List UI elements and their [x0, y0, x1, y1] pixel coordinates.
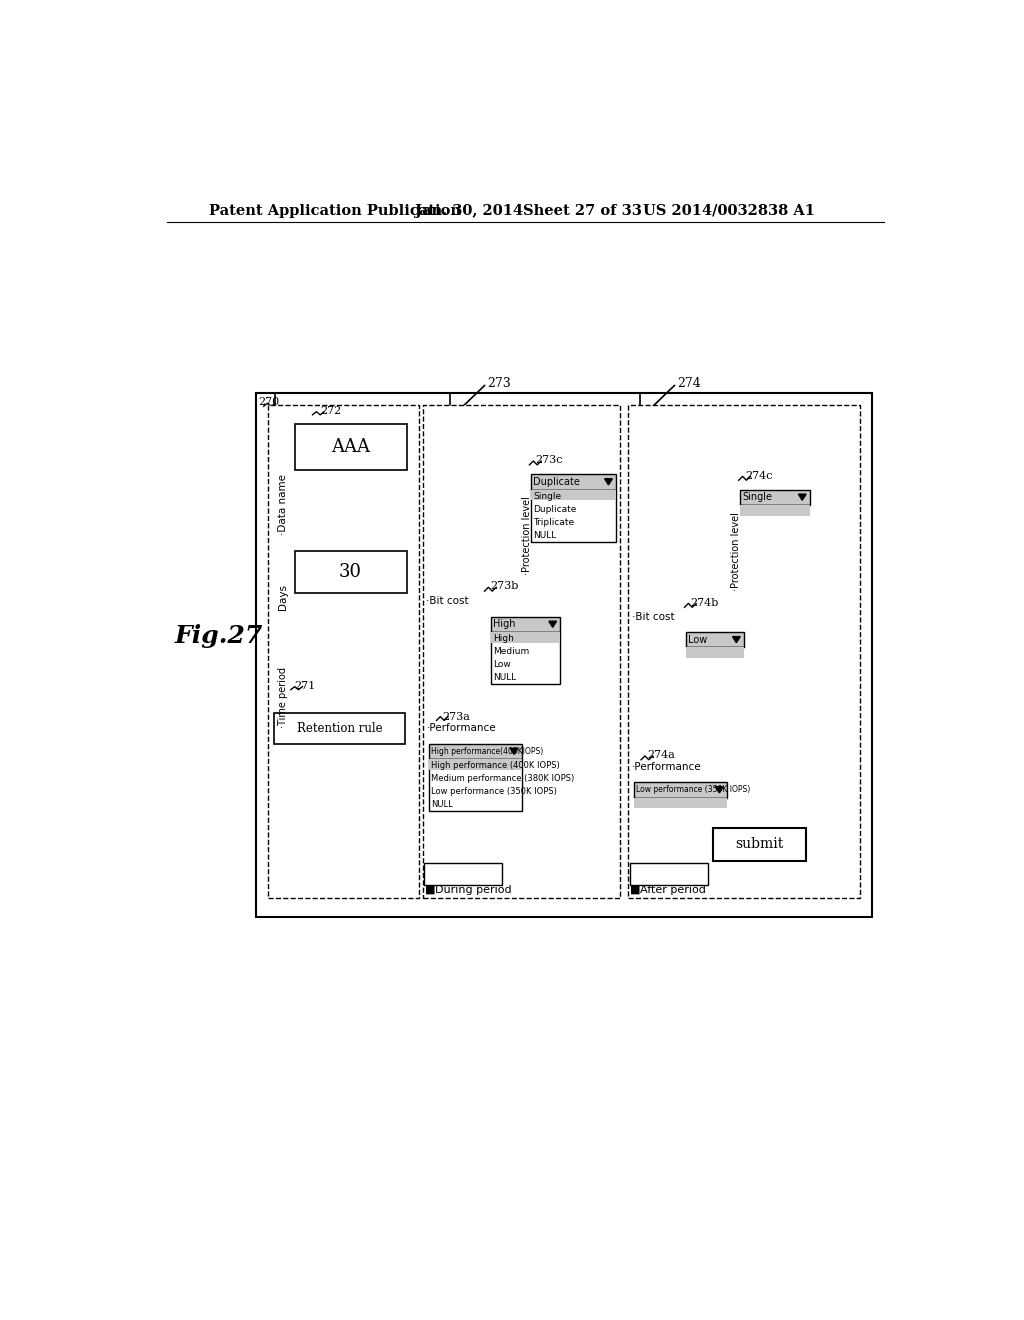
- FancyBboxPatch shape: [256, 393, 872, 917]
- Text: ·Time period: ·Time period: [278, 667, 288, 727]
- Text: During period: During period: [435, 884, 512, 895]
- Text: Duplicate: Duplicate: [534, 477, 581, 487]
- Text: 274: 274: [677, 376, 700, 389]
- Text: 274a: 274a: [647, 750, 675, 760]
- Text: 273c: 273c: [536, 455, 563, 465]
- FancyBboxPatch shape: [628, 405, 860, 898]
- Text: 30: 30: [339, 562, 361, 581]
- Text: Days: Days: [278, 585, 288, 610]
- Text: Low: Low: [688, 635, 708, 644]
- Text: submit: submit: [735, 837, 783, 851]
- Text: 273: 273: [486, 376, 511, 389]
- Text: 270: 270: [258, 397, 280, 407]
- Text: ·Data name: ·Data name: [278, 474, 288, 536]
- FancyBboxPatch shape: [267, 405, 419, 898]
- Polygon shape: [604, 479, 612, 484]
- Text: ·Performance: ·Performance: [426, 723, 496, 733]
- Polygon shape: [510, 748, 518, 755]
- Text: ·Bit cost: ·Bit cost: [632, 611, 675, 622]
- Text: ·Performance: ·Performance: [632, 762, 701, 772]
- Polygon shape: [799, 494, 806, 500]
- FancyBboxPatch shape: [713, 829, 806, 861]
- Text: ■: ■: [425, 884, 435, 895]
- FancyBboxPatch shape: [531, 490, 616, 543]
- Text: Low performance (350K IOPS): Low performance (350K IOPS): [636, 785, 751, 795]
- Text: Jan. 30, 2014: Jan. 30, 2014: [415, 203, 523, 218]
- Text: ·Bit cost: ·Bit cost: [426, 597, 469, 606]
- FancyBboxPatch shape: [429, 759, 521, 770]
- FancyBboxPatch shape: [490, 632, 560, 643]
- Text: Retention rule: Retention rule: [297, 722, 382, 735]
- Text: 272: 272: [321, 407, 341, 416]
- Text: After period: After period: [640, 884, 706, 895]
- Text: High: High: [493, 634, 514, 643]
- Text: High performance(400KIOPS): High performance(400KIOPS): [431, 747, 544, 756]
- FancyBboxPatch shape: [490, 632, 560, 684]
- Text: Low performance (350K IOPS): Low performance (350K IOPS): [431, 787, 557, 796]
- Text: Triplicate: Triplicate: [534, 517, 574, 527]
- Text: Medium: Medium: [493, 647, 529, 656]
- Text: Medium performance (380K IOPS): Medium performance (380K IOPS): [431, 774, 574, 783]
- FancyBboxPatch shape: [429, 743, 521, 759]
- Text: NULL: NULL: [534, 531, 557, 540]
- Text: ·Protection level: ·Protection level: [731, 512, 741, 590]
- Text: Single: Single: [742, 492, 772, 502]
- Text: Duplicate: Duplicate: [534, 504, 577, 513]
- Text: High: High: [493, 619, 515, 630]
- FancyBboxPatch shape: [531, 474, 616, 490]
- FancyBboxPatch shape: [295, 552, 407, 594]
- Text: 273b: 273b: [490, 581, 519, 591]
- FancyBboxPatch shape: [634, 781, 727, 797]
- Text: US 2014/0032838 A1: US 2014/0032838 A1: [643, 203, 815, 218]
- FancyBboxPatch shape: [686, 632, 744, 647]
- FancyBboxPatch shape: [429, 759, 521, 812]
- FancyBboxPatch shape: [740, 490, 810, 506]
- Text: 274c: 274c: [744, 471, 772, 480]
- FancyBboxPatch shape: [531, 490, 616, 500]
- Text: Sheet 27 of 33: Sheet 27 of 33: [523, 203, 642, 218]
- FancyBboxPatch shape: [490, 616, 560, 632]
- FancyBboxPatch shape: [630, 863, 708, 884]
- Text: 273a: 273a: [442, 711, 470, 722]
- Polygon shape: [732, 636, 740, 643]
- Text: ·Protection level: ·Protection level: [521, 496, 531, 576]
- Text: Single: Single: [534, 491, 561, 500]
- Text: 271: 271: [295, 681, 315, 690]
- Text: High performance (400K IOPS): High performance (400K IOPS): [431, 762, 560, 770]
- Text: ■: ■: [630, 884, 641, 895]
- FancyBboxPatch shape: [273, 713, 406, 743]
- Polygon shape: [549, 622, 557, 627]
- FancyBboxPatch shape: [424, 863, 502, 884]
- Text: AAA: AAA: [331, 438, 370, 457]
- Text: Patent Application Publication: Patent Application Publication: [209, 203, 462, 218]
- Polygon shape: [716, 787, 723, 793]
- FancyBboxPatch shape: [634, 797, 727, 808]
- FancyBboxPatch shape: [295, 424, 407, 470]
- FancyBboxPatch shape: [686, 647, 744, 659]
- Text: Low: Low: [493, 660, 511, 669]
- Text: Fig.27: Fig.27: [174, 624, 263, 648]
- Text: NULL: NULL: [493, 673, 516, 682]
- Text: 274b: 274b: [690, 598, 719, 607]
- FancyBboxPatch shape: [423, 405, 621, 898]
- Text: NULL: NULL: [431, 800, 453, 809]
- FancyBboxPatch shape: [740, 506, 810, 516]
